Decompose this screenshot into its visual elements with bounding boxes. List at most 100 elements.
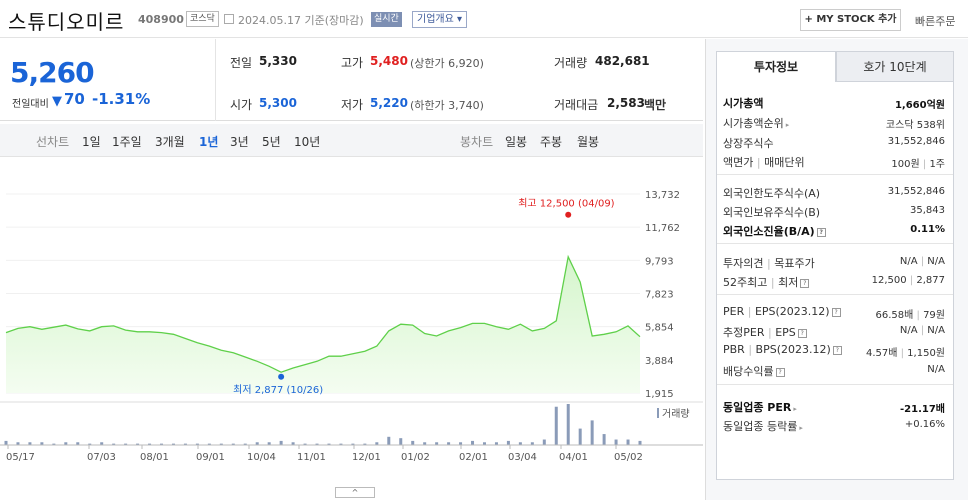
x-tick-label: 05/02	[614, 452, 643, 463]
price-chart[interactable]: 13,732 11,762 9,793 7,823 5,854 3,884 1,915 최고…	[0, 160, 703, 485]
bar-separator: |	[748, 343, 753, 356]
investment-info-content: 시가총액 1,660억원 시가총액순위 ▸ 코스닥 538위 상장주식수 31,5…	[716, 82, 954, 480]
change-amount: 70	[64, 90, 85, 108]
sector-change-text: 동일업종 등락률	[723, 420, 798, 433]
est-per-value: N/A | N/A	[900, 325, 945, 336]
volume-bar	[578, 428, 582, 445]
market-badge: 코스닥	[186, 11, 219, 27]
high-marker	[565, 211, 572, 218]
realtime-badge[interactable]: 실시간	[371, 12, 402, 27]
trade-value-unit: 백만	[644, 98, 667, 112]
low-marker	[278, 373, 285, 380]
volume-bar	[243, 443, 247, 445]
week52-label: 52주최고 | 최저?	[723, 274, 810, 290]
help-icon[interactable]: ?	[797, 328, 807, 338]
tab-weekly[interactable]: 주봉	[540, 135, 563, 149]
bar-separator: |	[766, 257, 771, 270]
add-my-stock-button[interactable]: + MY STOCK 추가	[800, 9, 901, 31]
help-icon[interactable]: ?	[816, 227, 826, 237]
sector-change-label[interactable]: 동일업종 등락률 ▸	[723, 418, 803, 434]
x-tick-label: 02/01	[459, 452, 488, 463]
y-tick-label: 7,823	[645, 290, 674, 301]
volume-bar	[88, 443, 92, 445]
tab-3year[interactable]: 3년	[230, 135, 249, 149]
div-yield-value: N/A	[927, 364, 945, 375]
volume-bar	[482, 442, 486, 445]
arrow-right-icon: ▸	[793, 405, 797, 413]
tab-10year[interactable]: 10년	[294, 135, 321, 149]
volume-bar	[16, 442, 20, 445]
market-cap-rank-label[interactable]: 시가총액순위 ▸	[723, 115, 789, 131]
arrow-right-icon: ▸	[785, 121, 790, 129]
volume-bar	[255, 442, 259, 445]
divider	[717, 294, 953, 295]
help-icon[interactable]: ?	[775, 367, 785, 377]
volume-bar	[494, 442, 498, 445]
price-line	[5, 254, 641, 373]
volume-bar	[267, 442, 271, 445]
shares-value: 31,552,846	[887, 136, 945, 147]
foreign-ratio-text: 외국인소진율(B/A)	[723, 225, 815, 238]
x-tick-label: 07/03	[87, 452, 116, 463]
sector-per-label[interactable]: 동일업종 PER ▸	[723, 399, 797, 415]
week52-value: 12,500 | 2,877	[872, 275, 945, 286]
volume-bar	[518, 442, 522, 445]
change-percent: -1.31%	[92, 90, 151, 108]
company-overview-button[interactable]: 기업개요 ▾	[412, 11, 468, 28]
divider	[717, 243, 953, 244]
volume-bar	[148, 443, 152, 445]
tab-daily[interactable]: 일봉	[505, 135, 528, 149]
tab-1week[interactable]: 1주일	[112, 135, 142, 149]
bps-label: BPS(2023.12)	[755, 343, 831, 356]
tab-5year[interactable]: 5년	[262, 135, 281, 149]
volume-value: 482,681	[595, 54, 650, 68]
line-chart-label: 선차트	[36, 135, 70, 149]
foreign-ratio-value: 0.11%	[910, 224, 945, 235]
chevron-up-icon[interactable]: ^	[335, 487, 375, 498]
sector-per-value: -21.17배	[900, 404, 945, 415]
open-value: 5,300	[259, 96, 297, 110]
tab-1year[interactable]: 1년	[199, 135, 219, 149]
volume-bar	[124, 443, 128, 445]
week52-high-value: 12,500	[871, 275, 907, 286]
par-label-text: 액면가	[723, 156, 754, 169]
tab-3month[interactable]: 3개월	[155, 135, 185, 149]
volume-bar	[4, 440, 8, 445]
x-tick-label: 09/01	[196, 452, 225, 463]
x-tick-label: 08/01	[140, 452, 169, 463]
help-icon[interactable]: ?	[800, 278, 810, 288]
quick-order-link[interactable]: 빠른주문	[915, 15, 956, 28]
tab-1day[interactable]: 1일	[82, 135, 101, 149]
tab-order-book[interactable]: 호가 10단계	[836, 51, 954, 82]
tab-investment-info[interactable]: 투자정보	[716, 51, 836, 82]
low-value: 5,220	[370, 96, 408, 110]
volume-bar	[411, 440, 415, 445]
help-icon[interactable]: ?	[832, 345, 842, 355]
per-value-text: 66.58배	[875, 310, 914, 321]
volume-bar	[554, 406, 558, 445]
low-label: 저가	[341, 98, 364, 112]
opinion-value-text: N/A	[899, 256, 918, 267]
volume-bar	[363, 443, 367, 445]
volume-bar	[327, 443, 331, 445]
par-label: 액면가 | 매매단위	[723, 154, 805, 170]
volume-bar	[471, 440, 475, 445]
foreign-ratio-label: 외국인소진율(B/A)?	[723, 223, 826, 239]
volume-bar	[566, 404, 570, 445]
x-tick-label: 03/04	[508, 452, 537, 463]
tab-monthly[interactable]: 월봉	[577, 135, 600, 149]
help-icon[interactable]: ?	[831, 307, 841, 317]
trade-unit-value: 1주	[929, 159, 945, 170]
volume-bar	[339, 443, 343, 445]
pbr-text: PBR	[723, 343, 745, 356]
volume-bar	[52, 443, 56, 445]
market-cap-value: 1,660억원	[894, 100, 945, 111]
foreign-hold-label: 외국인보유주식수(B)	[723, 206, 821, 219]
volume-bar	[28, 442, 32, 445]
est-per-label: 추정PER | EPS?	[723, 324, 807, 340]
volume-bar	[423, 442, 427, 445]
bar-separator: |	[922, 159, 927, 170]
volume-bar	[387, 436, 391, 445]
volume-bar	[351, 443, 355, 445]
bar-separator: |	[900, 348, 904, 359]
